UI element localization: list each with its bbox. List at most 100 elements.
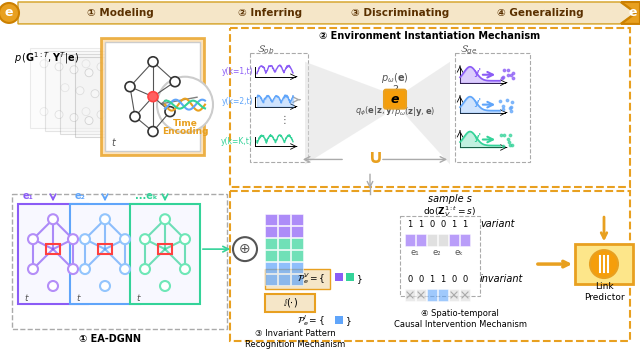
Bar xyxy=(12,194,227,329)
Bar xyxy=(265,238,277,249)
Text: y': y' xyxy=(474,68,482,77)
Circle shape xyxy=(148,92,158,102)
Text: 1: 1 xyxy=(451,220,456,229)
Text: t: t xyxy=(24,294,28,304)
Bar xyxy=(405,289,415,301)
Point xyxy=(502,97,513,102)
Circle shape xyxy=(590,250,618,278)
Circle shape xyxy=(112,114,120,121)
Text: variant: variant xyxy=(480,219,515,229)
Text: ② Inferring: ② Inferring xyxy=(238,8,302,18)
Bar xyxy=(265,250,277,261)
Text: ∪: ∪ xyxy=(367,148,383,167)
Point xyxy=(504,105,515,111)
Circle shape xyxy=(28,264,38,274)
Circle shape xyxy=(97,63,105,71)
Text: 1: 1 xyxy=(440,274,445,284)
Text: e: e xyxy=(391,93,399,106)
Circle shape xyxy=(82,60,90,68)
Point xyxy=(499,132,509,138)
Text: e: e xyxy=(4,6,13,19)
Bar xyxy=(18,204,88,304)
Text: $p\,(\mathbf{G}^{1:T},\mathbf{Y}^T|\mathbf{e})$: $p\,(\mathbf{G}^{1:T},\mathbf{Y}^T|\math… xyxy=(14,50,79,66)
Bar xyxy=(427,289,437,301)
Bar xyxy=(278,274,290,285)
Text: $\mathcal{P}_e^V = \{$: $\mathcal{P}_e^V = \{$ xyxy=(297,272,325,286)
Text: 1: 1 xyxy=(462,220,468,229)
Text: y(k=2,t): y(k=2,t) xyxy=(221,97,253,106)
Circle shape xyxy=(85,117,93,125)
Text: e₁: e₁ xyxy=(411,247,419,257)
Bar xyxy=(460,234,470,246)
Text: $p_\omega(\mathbf{z}|\mathbf{y},\mathbf{e})$: $p_\omega(\mathbf{z}|\mathbf{y},\mathbf{… xyxy=(394,105,436,118)
Point xyxy=(498,107,508,112)
Circle shape xyxy=(140,234,150,244)
Point xyxy=(497,75,507,81)
Circle shape xyxy=(70,66,78,74)
Circle shape xyxy=(85,69,93,77)
Text: $\mathrm{do}(\mathbf{Z}_V^{1:t}=s)$: $\mathrm{do}(\mathbf{Z}_V^{1:t}=s)$ xyxy=(424,204,477,219)
Point xyxy=(498,143,508,148)
Text: ④ Generalizing: ④ Generalizing xyxy=(497,8,583,18)
Point xyxy=(508,70,518,76)
Circle shape xyxy=(130,112,140,121)
Bar xyxy=(291,250,303,261)
Text: $p_\omega(\mathbf{e})$: $p_\omega(\mathbf{e})$ xyxy=(381,71,409,85)
Polygon shape xyxy=(18,2,635,24)
Text: invariant: invariant xyxy=(480,274,524,284)
Circle shape xyxy=(100,214,110,224)
Circle shape xyxy=(61,84,69,92)
Point xyxy=(495,98,506,104)
Point xyxy=(506,72,516,78)
Circle shape xyxy=(233,237,257,261)
Point xyxy=(502,72,513,78)
Text: ③ Discriminating: ③ Discriminating xyxy=(351,8,449,18)
Circle shape xyxy=(70,114,78,121)
Circle shape xyxy=(127,117,135,125)
Circle shape xyxy=(120,234,130,244)
FancyBboxPatch shape xyxy=(384,90,406,108)
Text: e₂: e₂ xyxy=(433,247,441,257)
Text: sample s: sample s xyxy=(428,194,472,204)
Bar xyxy=(265,214,277,225)
Circle shape xyxy=(80,234,90,244)
Text: 1: 1 xyxy=(408,220,413,229)
Circle shape xyxy=(125,82,135,92)
Bar xyxy=(291,226,303,237)
Circle shape xyxy=(91,90,99,98)
Bar xyxy=(405,234,415,246)
Bar xyxy=(335,273,343,281)
Circle shape xyxy=(120,264,130,274)
Text: 1: 1 xyxy=(419,220,424,229)
Bar xyxy=(278,262,290,273)
Bar xyxy=(400,216,480,296)
Text: ① Modeling: ① Modeling xyxy=(86,8,154,18)
Text: e₁: e₁ xyxy=(23,191,34,201)
Point xyxy=(504,132,515,138)
Circle shape xyxy=(68,234,78,244)
Text: ?: ? xyxy=(392,85,398,95)
Text: ⊕: ⊕ xyxy=(239,242,251,256)
Text: eₖ: eₖ xyxy=(454,247,463,257)
Circle shape xyxy=(100,281,110,291)
Point xyxy=(503,136,513,141)
Circle shape xyxy=(160,281,170,291)
Circle shape xyxy=(127,69,135,77)
Bar xyxy=(250,53,308,163)
Text: 0: 0 xyxy=(440,220,445,229)
Point xyxy=(503,67,513,73)
Circle shape xyxy=(82,108,90,115)
Bar xyxy=(265,262,277,273)
Text: ⋮: ⋮ xyxy=(280,114,290,125)
Point xyxy=(504,139,514,145)
Text: ...eₖ: ...eₖ xyxy=(135,191,157,201)
Text: e₂: e₂ xyxy=(75,191,86,201)
Bar xyxy=(30,48,100,127)
Text: 0: 0 xyxy=(419,274,424,284)
Circle shape xyxy=(76,87,84,95)
Bar xyxy=(265,274,277,285)
Text: y': y' xyxy=(474,133,482,142)
Text: ① EA-DGNN: ① EA-DGNN xyxy=(79,334,141,344)
Text: }: } xyxy=(357,274,363,284)
Bar xyxy=(278,214,290,225)
